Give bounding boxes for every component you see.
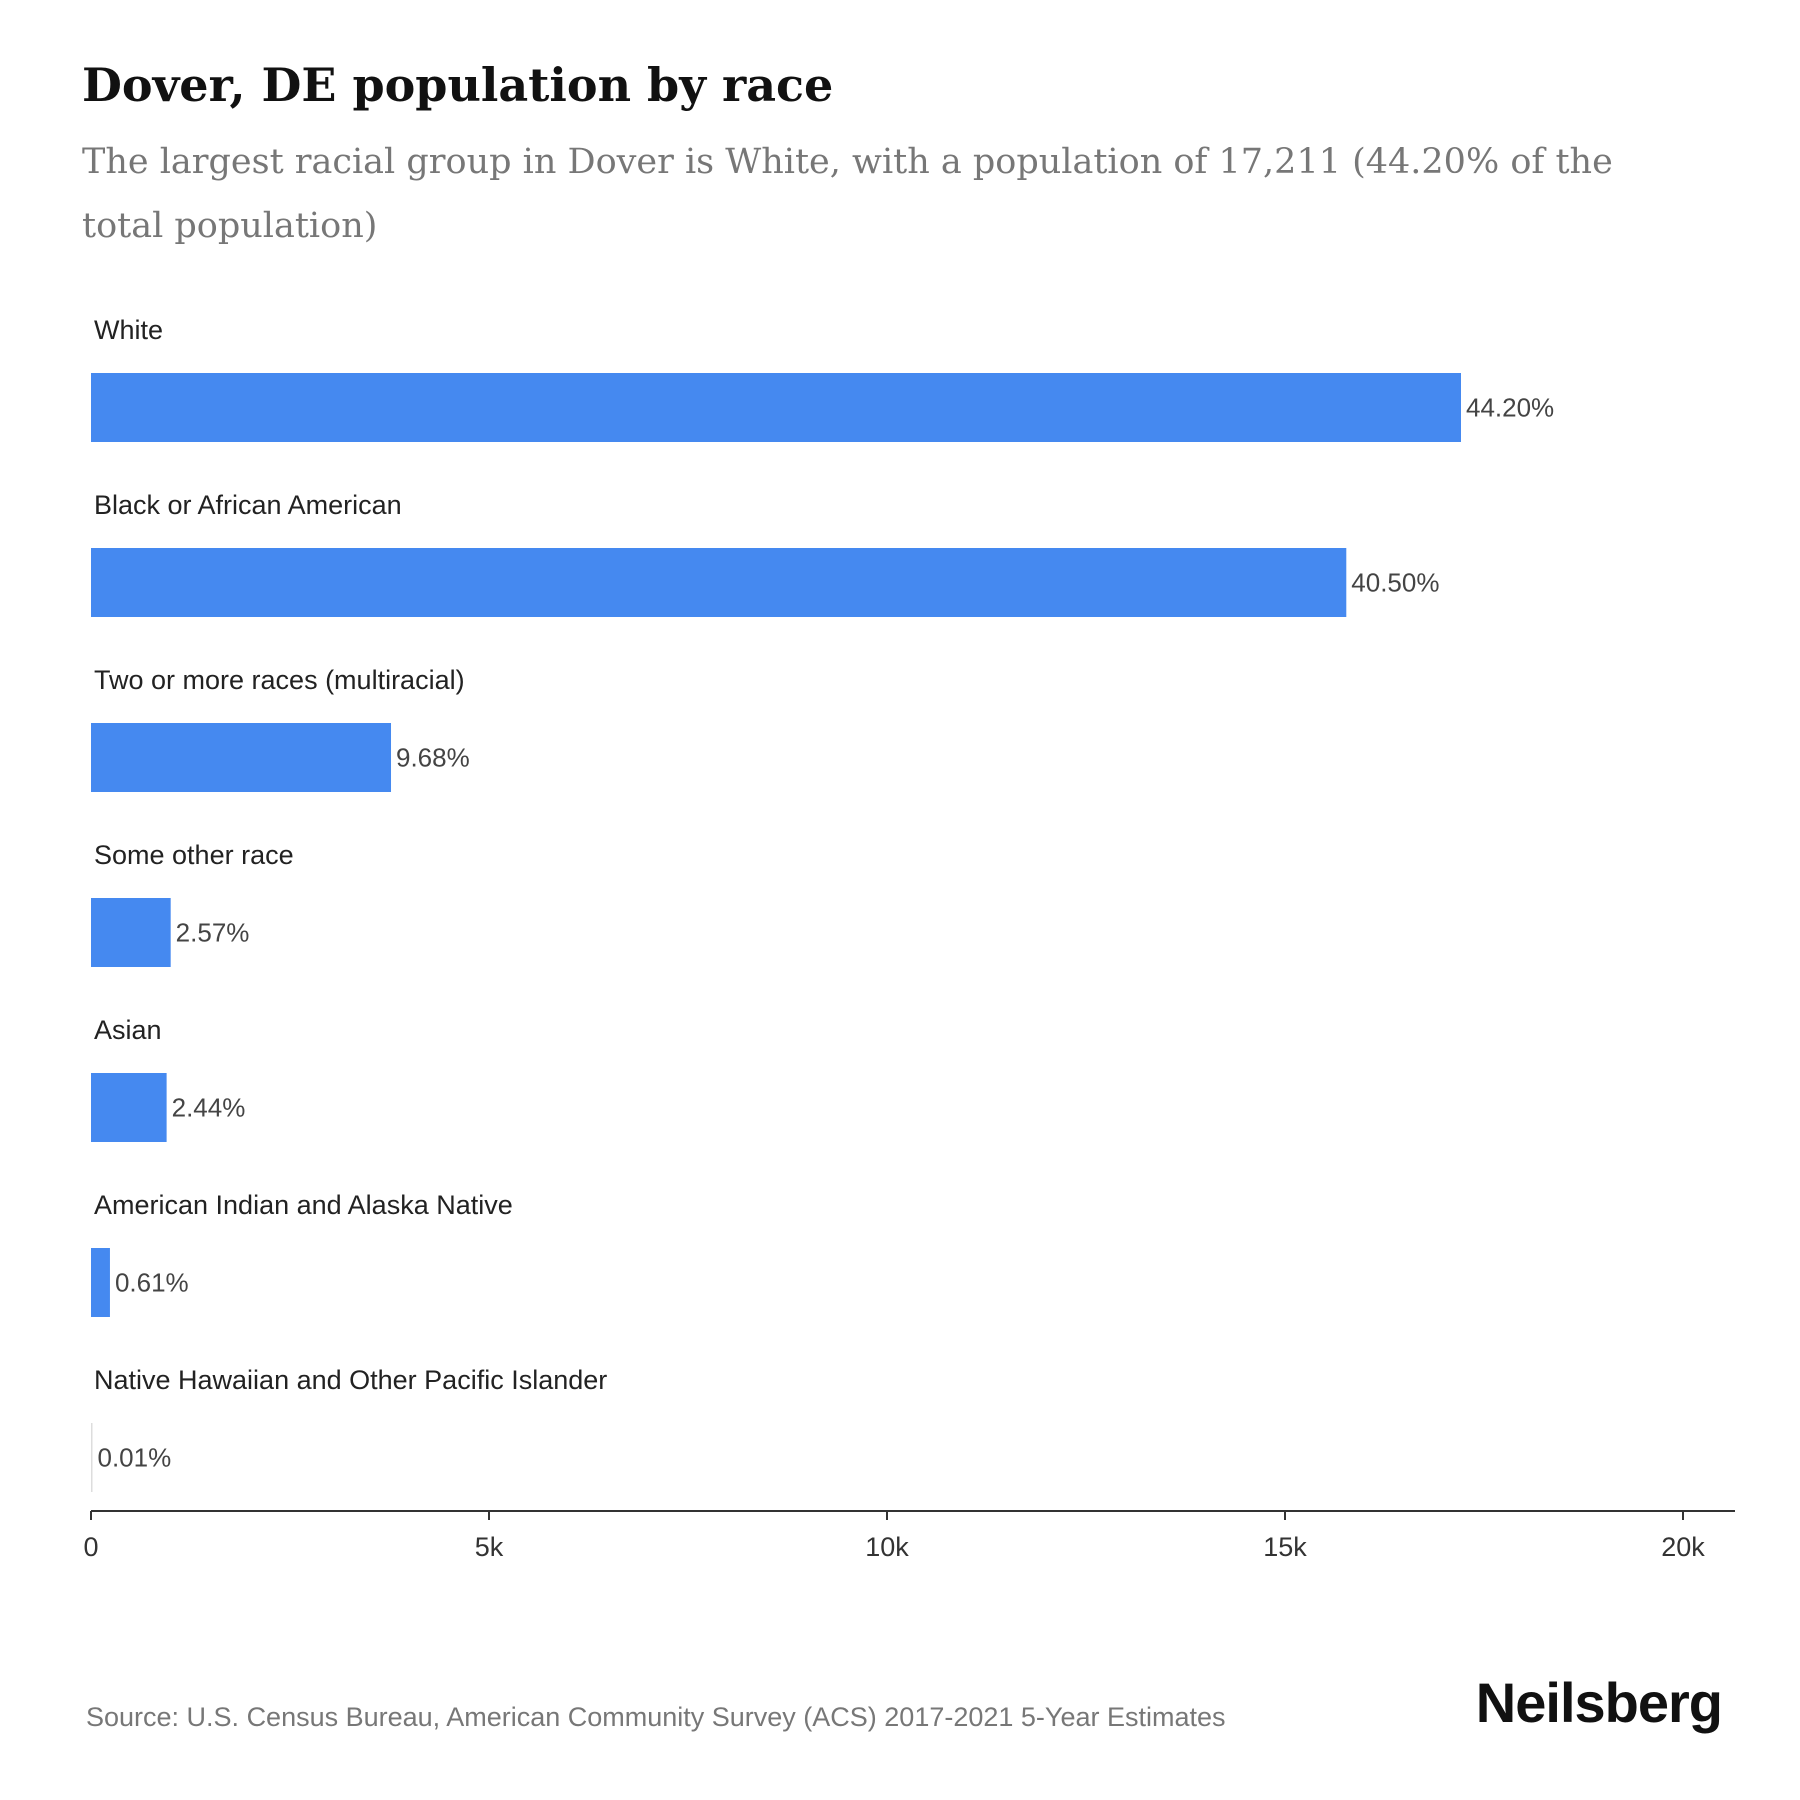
x-tick-label: 10k	[865, 1532, 909, 1562]
bar	[91, 723, 392, 792]
value-label: 0.01%	[98, 1443, 172, 1473]
bar	[91, 898, 171, 967]
category-label: Black or African American	[94, 490, 402, 520]
x-tick-label: 0	[83, 1532, 98, 1562]
source-note: Source: U.S. Census Bureau, American Com…	[86, 1702, 1226, 1732]
value-label: 2.57%	[176, 918, 250, 948]
bar	[91, 1248, 110, 1317]
category-label: Some other race	[94, 840, 294, 870]
category-label: Asian	[94, 1015, 162, 1045]
x-tick-label: 5k	[475, 1532, 504, 1562]
value-label: 9.68%	[396, 743, 470, 773]
category-label: White	[94, 315, 163, 345]
bar	[91, 1423, 93, 1492]
chart-subtitle: The largest racial group in Dover is Whi…	[82, 142, 1613, 246]
value-label: 44.20%	[1466, 393, 1554, 423]
x-tick-label: 15k	[1263, 1532, 1307, 1562]
value-label: 40.50%	[1351, 568, 1439, 598]
chart-title: Dover, DE population by race	[82, 58, 834, 112]
bar	[91, 548, 1347, 617]
brand-logo: Neilsberg	[1475, 1671, 1723, 1734]
category-label: Native Hawaiian and Other Pacific Island…	[94, 1365, 607, 1395]
x-tick-label: 20k	[1661, 1532, 1705, 1562]
bar	[91, 373, 1461, 442]
category-label: American Indian and Alaska Native	[94, 1190, 513, 1220]
bar	[91, 1073, 167, 1142]
category-label: Two or more races (multiracial)	[94, 665, 465, 695]
value-label: 2.44%	[172, 1093, 246, 1123]
value-label: 0.61%	[115, 1268, 189, 1298]
